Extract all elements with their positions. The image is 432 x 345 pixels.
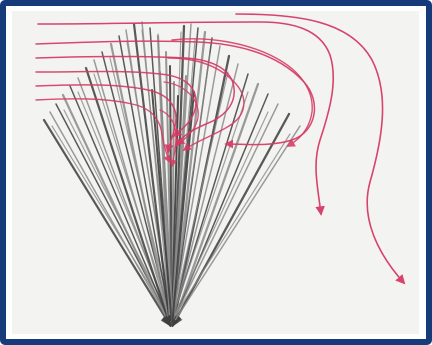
gray-arrow xyxy=(168,45,221,327)
red-arrow xyxy=(35,55,235,148)
red-arrow xyxy=(35,98,171,164)
gray-arrow xyxy=(171,91,195,326)
gray-arrow xyxy=(170,103,279,327)
gray-arrow xyxy=(118,35,174,327)
gray-arrow xyxy=(171,75,187,326)
gray-arrow xyxy=(170,133,291,323)
gray-arrow xyxy=(170,82,260,328)
red-arrow xyxy=(159,109,178,168)
gray-arrow xyxy=(171,125,301,327)
gray-arrow xyxy=(171,112,291,328)
diagram-background xyxy=(12,11,419,334)
gray-arrow xyxy=(132,22,175,328)
gray-arrow xyxy=(169,63,239,327)
red-arrow xyxy=(235,13,406,285)
gray-arrow xyxy=(159,71,173,326)
red-arrow-group xyxy=(35,13,406,285)
gray-arrow xyxy=(42,118,172,327)
gray-arrow xyxy=(109,42,174,328)
gray-arrow xyxy=(151,89,173,326)
gray-arrow xyxy=(170,111,269,323)
red-arrow xyxy=(37,21,335,216)
red-arrow xyxy=(167,57,245,151)
red-arrow xyxy=(35,40,316,149)
gray-arrow xyxy=(170,71,229,323)
gray-arrow xyxy=(69,85,173,327)
red-arrow xyxy=(163,81,199,145)
red-arrow xyxy=(171,38,313,147)
gray-arrow xyxy=(93,59,173,327)
red-arrow xyxy=(35,70,197,138)
gray-arrow xyxy=(61,93,172,327)
gray-arrow-group xyxy=(42,21,301,328)
gray-arrow xyxy=(49,111,172,327)
gray-arrow xyxy=(170,91,249,323)
red-arrow xyxy=(35,84,177,154)
gray-arrow xyxy=(84,66,173,328)
